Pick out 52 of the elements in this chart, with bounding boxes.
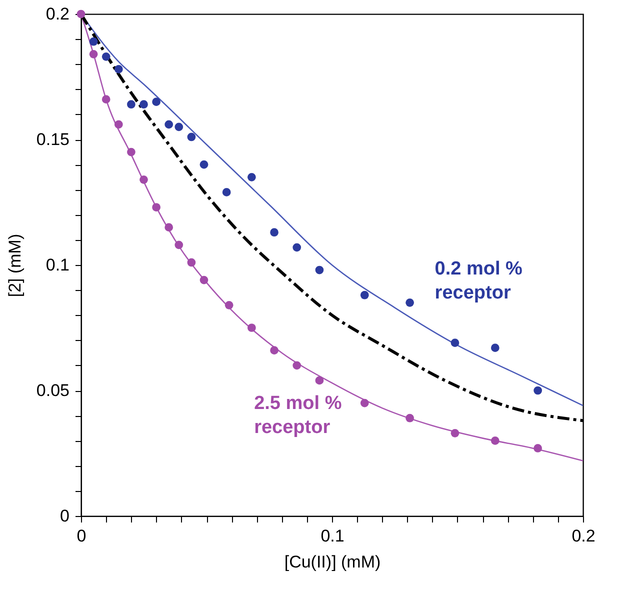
x-tick-label: 0: [76, 526, 86, 546]
point: [114, 65, 123, 74]
point: [140, 100, 148, 109]
point: [292, 243, 302, 252]
point: [127, 100, 136, 109]
point: [187, 132, 196, 142]
point: [164, 120, 174, 129]
point: [315, 376, 324, 385]
point: [490, 344, 500, 352]
point: [450, 338, 460, 347]
point: [152, 203, 160, 212]
point: [174, 240, 184, 250]
point: [127, 148, 136, 156]
point: [140, 175, 148, 184]
point: [200, 160, 208, 169]
point: [360, 398, 369, 408]
point: [360, 290, 369, 300]
point: [315, 266, 324, 274]
point: [102, 95, 110, 104]
point: [406, 298, 414, 307]
point: [490, 436, 500, 445]
point: [534, 444, 542, 452]
point: [247, 172, 256, 182]
point: [222, 188, 231, 196]
point: [164, 223, 174, 232]
y-tick-label: 0.1: [46, 256, 70, 274]
point: [187, 258, 196, 267]
x-tick-label: 0.2: [572, 526, 596, 546]
point: [89, 37, 98, 46]
point: [102, 52, 110, 61]
point: [450, 428, 460, 438]
series-label: 0.2 mol % receptor: [434, 258, 523, 304]
y-tick-label: 0.2: [46, 4, 70, 24]
point: [247, 324, 256, 332]
y-tick-label: 0: [60, 506, 70, 526]
point: [114, 120, 123, 129]
series-label: 2.5 mol % receptor: [254, 393, 342, 438]
x-tick-label: 0.1: [320, 526, 344, 546]
x-axis-title: [Cu(II)] (mM): [284, 552, 381, 572]
point: [270, 346, 278, 355]
point: [224, 300, 234, 310]
point: [406, 414, 414, 422]
point: [534, 386, 542, 395]
point: [152, 98, 160, 106]
y-tick-label: 0.05: [36, 381, 70, 400]
y-tick-label: 0.15: [36, 130, 70, 149]
point: [89, 50, 98, 58]
point: [200, 276, 208, 284]
y-axis-title: [2] (mM): [5, 234, 24, 298]
point: [174, 122, 184, 132]
point: [270, 228, 278, 237]
point: [292, 361, 302, 370]
